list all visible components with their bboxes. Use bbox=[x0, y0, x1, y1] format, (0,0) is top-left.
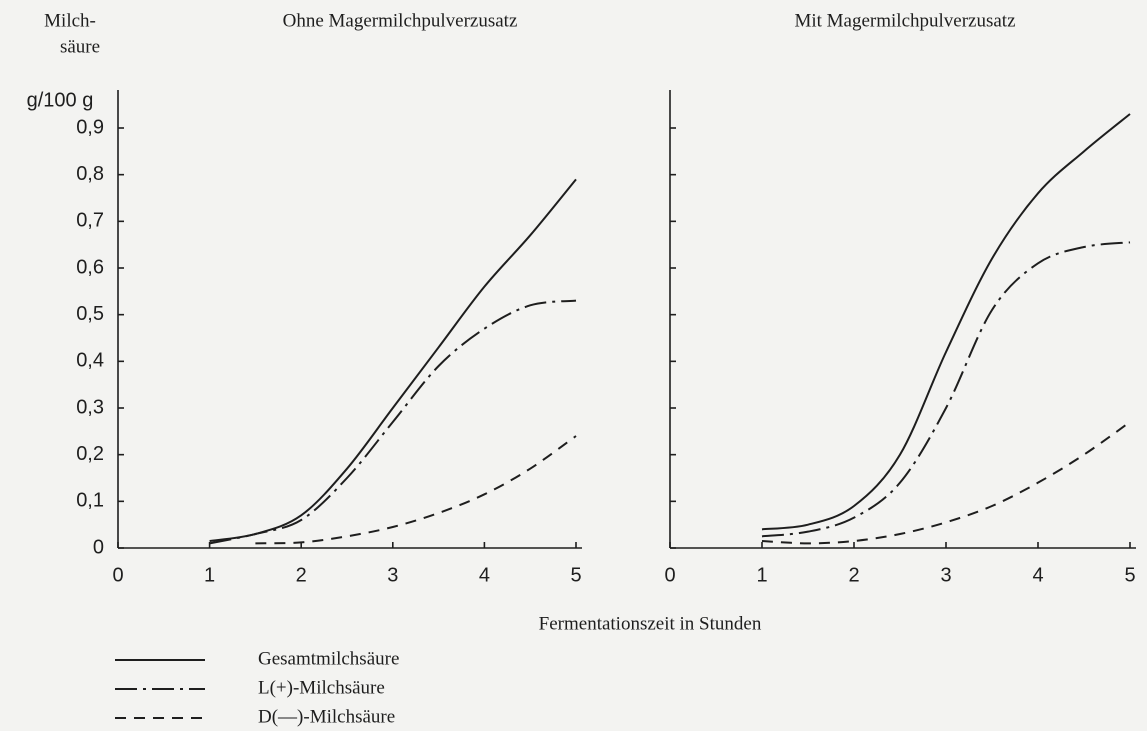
line-series bbox=[761, 241, 1131, 538]
line-series bbox=[761, 421, 1131, 545]
chart-title: Mit Magermilchpulverzusatz bbox=[794, 10, 1015, 31]
legend-label: D(—)-Milchsäure bbox=[258, 706, 395, 727]
y-tick-label: 0,9 bbox=[76, 116, 104, 138]
y-label: säure bbox=[60, 36, 100, 57]
y-label: Milch- bbox=[44, 10, 96, 31]
x-tick-label: 1 bbox=[204, 564, 215, 586]
y-tick-label: 0,4 bbox=[76, 350, 104, 372]
y-tick-label: 0,6 bbox=[76, 256, 104, 278]
line-series bbox=[761, 113, 1131, 531]
x-tick-label: 4 bbox=[479, 564, 490, 586]
chart-title: Ohne Magermilchpulverzusatz bbox=[283, 10, 518, 31]
x-tick-label: 2 bbox=[296, 564, 307, 586]
y-tick-label: 0,1 bbox=[76, 490, 104, 512]
x-tick-label: 3 bbox=[387, 564, 398, 586]
line-series bbox=[209, 299, 577, 545]
x-tick-label: 5 bbox=[570, 564, 581, 586]
x-label: Fermentationszeit in Stunden bbox=[539, 613, 762, 634]
line-series bbox=[209, 178, 577, 542]
x-tick-label: 0 bbox=[112, 564, 123, 586]
x-tick-label: 3 bbox=[940, 564, 951, 586]
x-tick-label: 2 bbox=[848, 564, 859, 586]
y-tick-label: 0,2 bbox=[76, 443, 104, 465]
x-tick-label: 5 bbox=[1124, 564, 1135, 586]
legend-label: L(+)-Milchsäure bbox=[258, 677, 385, 698]
line-series bbox=[255, 435, 577, 545]
y-tick-label: 0,5 bbox=[76, 303, 104, 325]
y-tick-label: 0 bbox=[93, 536, 104, 558]
y-tick-label: 0,3 bbox=[76, 396, 104, 418]
legend-label: Gesamtmilchsäure bbox=[258, 648, 399, 669]
y-tick-label: 0,8 bbox=[76, 163, 104, 185]
x-tick-label: 0 bbox=[664, 564, 675, 586]
x-tick-label: 1 bbox=[756, 564, 767, 586]
x-tick-label: 4 bbox=[1032, 564, 1043, 586]
y-unit: g/100 g bbox=[27, 89, 94, 111]
y-tick-label: 0,7 bbox=[76, 210, 104, 232]
